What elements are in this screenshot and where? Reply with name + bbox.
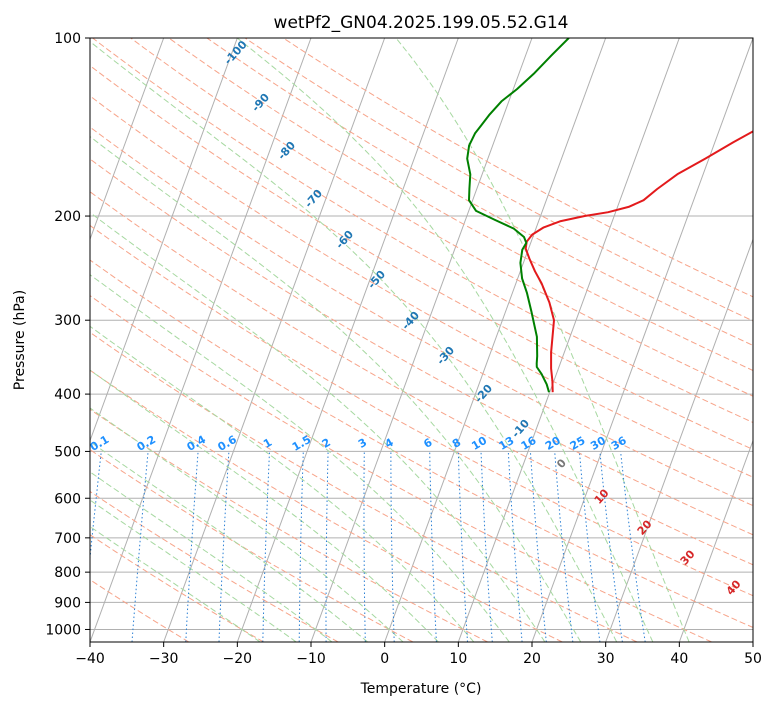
x-tick-label: −40	[75, 651, 105, 667]
isotherm-gridline	[384, 38, 607, 642]
x-tick-label: 10	[449, 651, 467, 667]
y-tick-label: 200	[54, 209, 81, 225]
dry-adiabat	[92, 38, 753, 424]
isotherm-gridline	[605, 237, 753, 642]
x-tick-label: 20	[523, 651, 541, 667]
isotherm-gridline	[236, 38, 459, 642]
x-tick-label: 40	[670, 651, 688, 667]
chart-title: wetPf2_GN04.2025.199.05.52.G14	[274, 13, 569, 33]
dry-adiabat	[90, 490, 339, 642]
x-tick-label: 30	[597, 651, 615, 667]
y-tick-label: 100	[54, 31, 81, 47]
dewpoint-profile	[466, 38, 570, 393]
dry-adiabat	[90, 331, 638, 642]
dry-adiabat	[90, 126, 753, 507]
isotherm-gridline	[457, 38, 680, 642]
isotherm-gridline	[90, 38, 238, 443]
mixing-ratio-line	[554, 451, 574, 642]
dry-adiabat	[130, 38, 753, 397]
x-tick-label: −30	[149, 651, 179, 667]
dry-adiabat	[90, 95, 753, 478]
dry-adiabat	[244, 38, 753, 322]
y-tick-label: 300	[54, 313, 81, 329]
sounding-profiles	[466, 38, 753, 393]
dry-adiabat	[90, 408, 488, 642]
temperature-profile	[524, 130, 753, 393]
y-tick-label: 600	[54, 491, 81, 507]
moist-adiabat	[90, 525, 261, 642]
y-tick-label: 500	[54, 444, 81, 460]
moist-adiabat	[90, 40, 618, 642]
dry-adiabat	[282, 38, 753, 298]
dry-adiabat	[90, 224, 753, 597]
isotherm-gridline	[163, 38, 386, 642]
moist-adiabat	[90, 440, 368, 642]
dry-adiabat	[90, 191, 753, 566]
x-tick-label: −20	[223, 651, 253, 667]
y-tick-label: 800	[54, 565, 81, 581]
moist-adiabat	[90, 369, 439, 642]
x-tick-label: −10	[296, 651, 326, 667]
y-axis-label: Pressure (hPa)	[12, 290, 28, 390]
dry-adiabat	[90, 369, 563, 642]
x-axis: −40 −30 −20 −10 0 10 20 30 40 50	[75, 642, 762, 667]
x-axis-label: Temperature (°C)	[360, 681, 482, 697]
y-tick-label: 1000	[45, 622, 81, 638]
isotherm-gridline	[531, 38, 753, 642]
x-tick-label: 50	[744, 651, 762, 667]
x-tick-label: 0	[380, 651, 389, 667]
moist-adiabat	[236, 38, 654, 642]
y-tick-label: 700	[54, 531, 81, 547]
dry-adiabat	[90, 295, 712, 642]
dry-adiabat	[90, 534, 264, 642]
mixing-ratio-line	[578, 451, 601, 642]
isotherm-gridline	[678, 439, 753, 642]
dry-adiabat	[90, 259, 753, 628]
y-tick-label: 900	[54, 595, 81, 611]
plot-frame	[89, 37, 754, 643]
mixing-ratio-line	[620, 451, 646, 642]
moist-adiabat	[90, 499, 297, 642]
moist-adiabat	[90, 471, 333, 642]
isotherm-gridline	[90, 38, 312, 642]
dry-adiabat	[90, 65, 753, 451]
moist-adiabat	[90, 211, 546, 642]
moist-adiabat	[90, 407, 404, 642]
mixing-ratio-line	[599, 451, 623, 642]
dry-adiabat	[168, 38, 753, 372]
moist-adiabat	[90, 274, 510, 642]
moist-adiabat	[90, 325, 475, 642]
isotherm-gridline	[90, 38, 165, 241]
background-lines	[90, 38, 753, 642]
y-tick-label: 400	[54, 387, 81, 403]
y-axis: 1000 900 800 700 600 500 400 300 200 100	[45, 31, 90, 638]
dry-adiabat	[206, 38, 753, 346]
